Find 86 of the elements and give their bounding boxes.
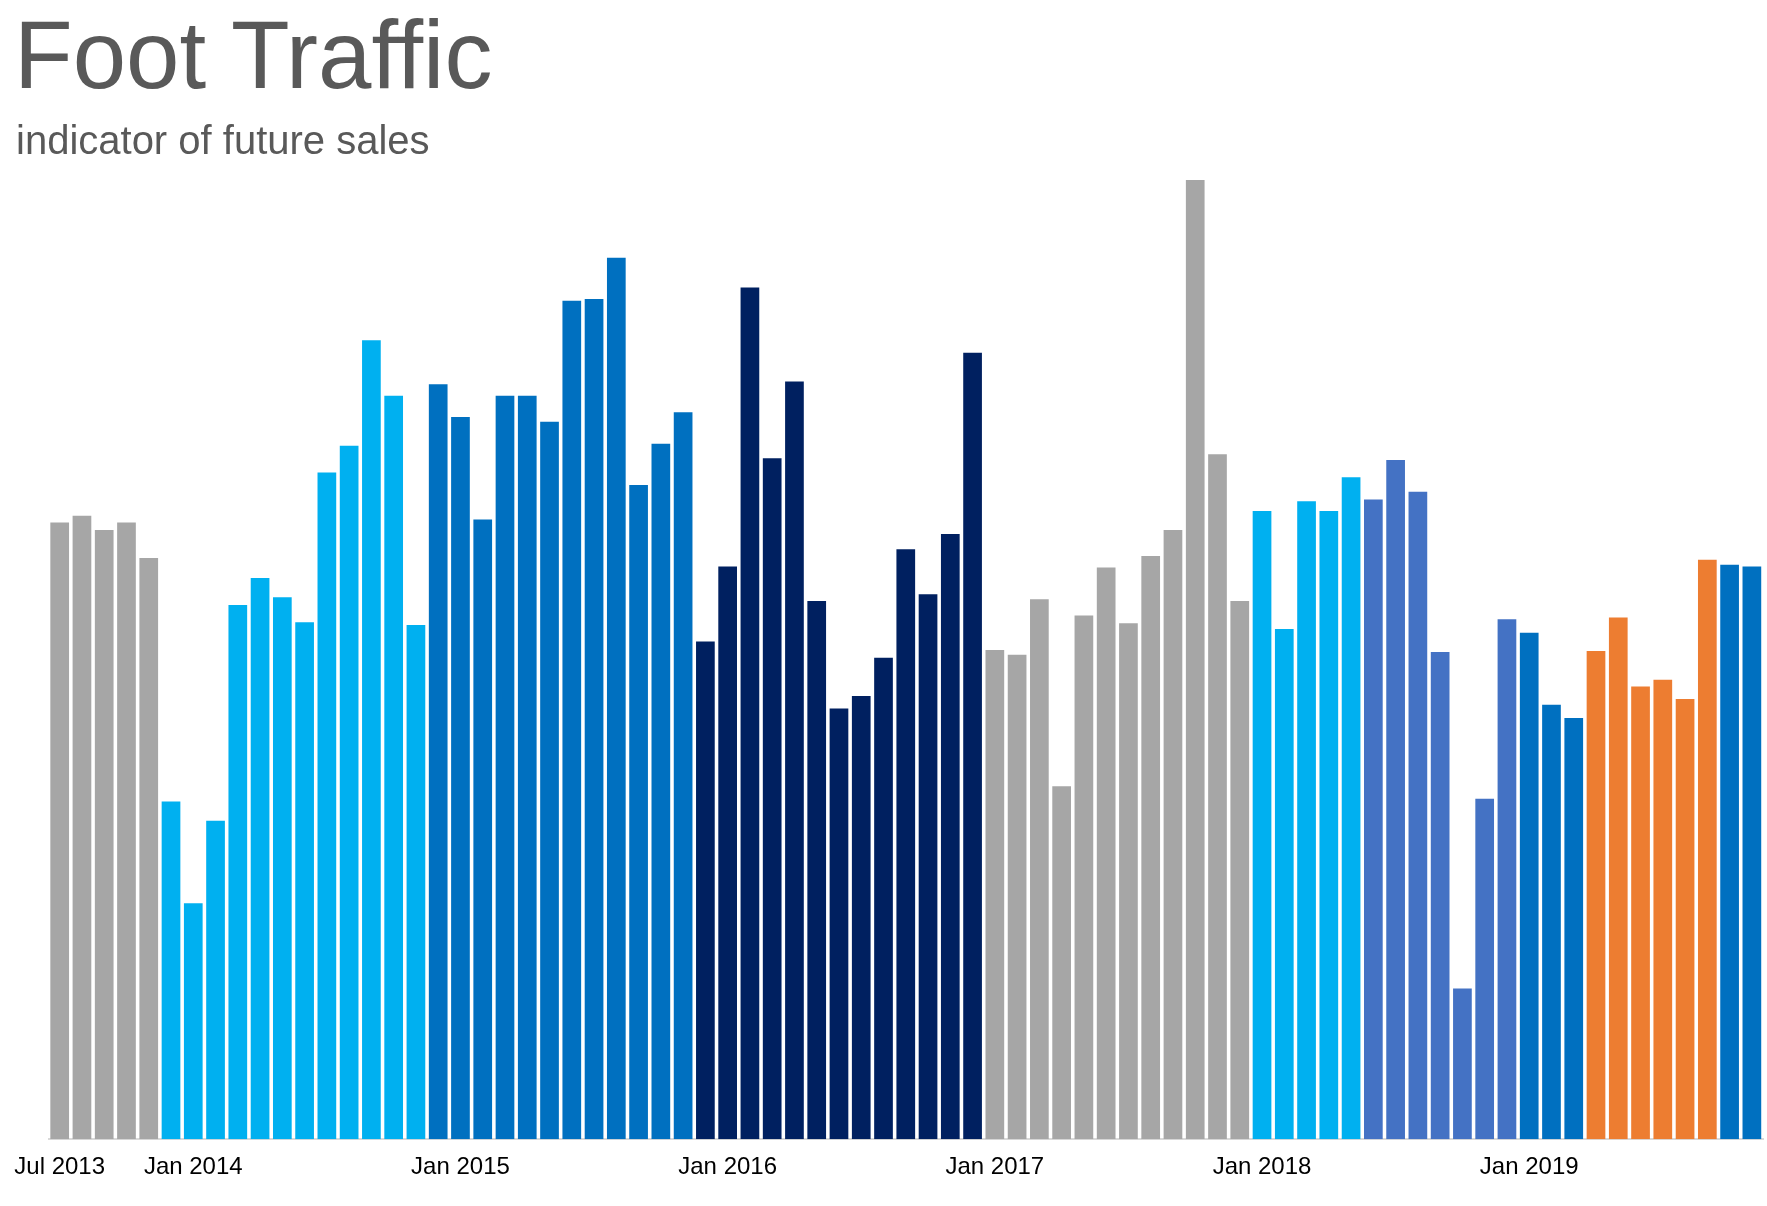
- bar: [1297, 501, 1316, 1140]
- bar: [1030, 599, 1049, 1140]
- bar: [161, 801, 181, 1140]
- bar: [1074, 615, 1094, 1140]
- bar: [183, 903, 203, 1140]
- bar: [1163, 530, 1183, 1140]
- bar: [1208, 454, 1227, 1140]
- x-tick-label: Jul 2013: [14, 1152, 106, 1180]
- bar: [651, 443, 671, 1140]
- bar: [1631, 686, 1650, 1140]
- bar: [94, 530, 114, 1140]
- bar: [918, 594, 938, 1140]
- bar: [117, 522, 136, 1140]
- bar: [339, 445, 359, 1140]
- bar: [807, 601, 827, 1140]
- bar: [1453, 988, 1472, 1140]
- bar: [1007, 654, 1027, 1140]
- bar: [1141, 556, 1161, 1140]
- bar: [406, 625, 426, 1140]
- bar: [1252, 510, 1272, 1140]
- bar: [896, 549, 916, 1140]
- chart-title: Foot Traffic: [14, 0, 493, 110]
- bar: [1497, 619, 1517, 1140]
- bar: [1430, 651, 1450, 1140]
- bar: [1386, 460, 1405, 1140]
- bar: [606, 257, 626, 1140]
- x-tick-label: Jan 2016: [678, 1152, 778, 1180]
- bar: [718, 566, 737, 1140]
- bar: [540, 421, 559, 1140]
- bar: [785, 381, 804, 1140]
- bar: [1408, 491, 1428, 1140]
- bar: [1341, 477, 1361, 1140]
- x-tick-label: Jan 2019: [1479, 1152, 1579, 1180]
- bar: [317, 472, 337, 1140]
- bar: [584, 298, 604, 1140]
- bar: [1586, 650, 1606, 1140]
- bar: [1230, 601, 1250, 1140]
- bar: [1742, 566, 1762, 1140]
- bar: [1274, 628, 1294, 1140]
- bar: [295, 622, 314, 1140]
- bar: [1185, 180, 1205, 1140]
- bar: [384, 395, 404, 1140]
- bar: [206, 820, 225, 1140]
- bar: [50, 522, 70, 1140]
- bar: [451, 416, 470, 1140]
- bar: [1364, 499, 1383, 1140]
- bar: [72, 515, 92, 1140]
- bar: [629, 485, 648, 1140]
- bar: [1119, 623, 1138, 1140]
- bar: [139, 557, 159, 1140]
- bar: [985, 650, 1005, 1140]
- x-tick-label: Jan 2014: [143, 1152, 243, 1180]
- bar: [362, 340, 381, 1140]
- bar: [851, 696, 871, 1140]
- x-tick-label: Jan 2017: [945, 1152, 1045, 1180]
- bar: [228, 604, 248, 1140]
- bar: [1319, 510, 1339, 1140]
- bar: [1519, 632, 1539, 1140]
- x-tick-label: Jan 2018: [1212, 1152, 1312, 1180]
- bar: [250, 578, 270, 1140]
- bar: [1096, 567, 1116, 1140]
- bar: [829, 708, 849, 1140]
- bar: [1564, 718, 1584, 1140]
- bar: [1608, 617, 1628, 1140]
- bar: [1475, 798, 1495, 1140]
- bar: [673, 412, 693, 1140]
- bar: [696, 641, 715, 1140]
- bar: [1675, 698, 1695, 1140]
- bar: [762, 458, 782, 1140]
- bar: [740, 287, 760, 1140]
- bar: [495, 395, 515, 1140]
- bar: [940, 533, 960, 1140]
- bar: [272, 597, 292, 1140]
- bar: [1697, 559, 1717, 1140]
- bar: [1052, 786, 1071, 1140]
- bar: [428, 384, 448, 1140]
- x-tick-label: Jan 2015: [411, 1152, 510, 1180]
- bar: [963, 352, 982, 1140]
- bar: [874, 657, 893, 1140]
- bar: [517, 395, 537, 1140]
- bar: [1720, 564, 1739, 1140]
- bar: [473, 519, 493, 1140]
- bar: [1542, 704, 1561, 1140]
- bar: [562, 300, 582, 1140]
- chart-subtitle: indicator of future sales: [16, 118, 430, 163]
- bar: [1653, 679, 1673, 1140]
